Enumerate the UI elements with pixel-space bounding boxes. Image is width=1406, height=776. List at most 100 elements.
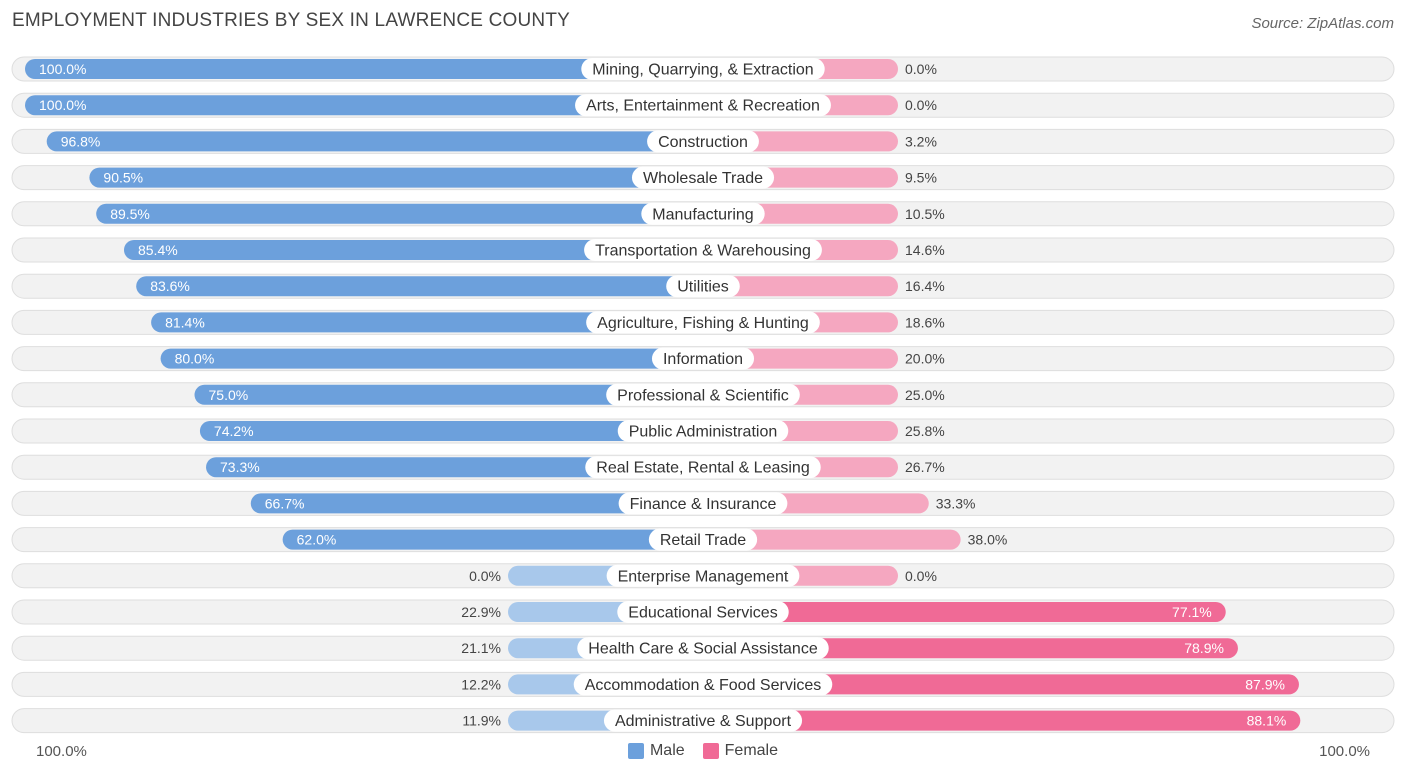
male-bar[interactable]: [25, 95, 703, 116]
category-label-pill: [617, 420, 789, 442]
legend-male-label: Male: [649, 742, 685, 759]
male-bar[interactable]: [160, 348, 704, 369]
category-label-pill: [577, 637, 829, 660]
category-label: Public Administration: [629, 424, 778, 441]
chart-row: Arts, Entertainment & Recreation 100.0% 0.…: [11, 92, 1395, 118]
female-bar[interactable]: [703, 276, 898, 297]
chart-row: Health Care & Social Assistance 21.1% 78.9…: [11, 635, 1395, 661]
male-value-label: 100.0%: [39, 61, 86, 77]
legend-item-male[interactable]: Male: [627, 742, 685, 760]
male-bar[interactable]: [89, 167, 703, 188]
category-label: Transportation & Warehousing: [595, 243, 811, 260]
chart-row: Information 80.0% 20.0%: [11, 346, 1395, 372]
male-bar[interactable]: [96, 203, 703, 224]
legend-item-female[interactable]: Female: [702, 742, 779, 760]
category-label-pill: [573, 673, 833, 696]
category-label-pill: [641, 202, 765, 225]
male-value-label: 22.9%: [461, 604, 501, 620]
female-value-label: 14.6%: [905, 242, 945, 258]
chart-row: Utilities 83.6% 16.4%: [11, 273, 1395, 299]
legend-female-label: Female: [724, 742, 779, 759]
female-value-label: 10.5%: [905, 206, 945, 222]
source-credit: Source: ZipAtlas.com: [1251, 15, 1394, 32]
category-label: Agriculture, Fishing & Hunting: [597, 315, 809, 332]
chart-row: Professional & Scientific 75.0% 25.0%: [11, 382, 1395, 408]
female-value-label: 25.8%: [905, 423, 945, 439]
male-value-label: 89.5%: [110, 206, 150, 222]
category-label-pill: [618, 492, 788, 515]
female-value-label: 78.9%: [1184, 640, 1224, 656]
category-label-pill: [584, 239, 822, 261]
category-label: Retail Trade: [660, 532, 746, 549]
male-value-label: 81.4%: [165, 314, 205, 330]
chart-row: Agriculture, Fishing & Hunting 81.4% 18.6%: [11, 309, 1395, 335]
axis-right-label: 100.0%: [1319, 743, 1370, 760]
male-bar[interactable]: [46, 131, 704, 152]
category-label-pill: [581, 58, 825, 80]
chart-row: Administrative & Support 11.9% 88.1%: [11, 708, 1395, 734]
category-label-pill: [651, 347, 755, 370]
male-bar[interactable]: [194, 384, 704, 405]
category-label-pill: [606, 383, 800, 406]
male-value-label: 85.4%: [138, 242, 178, 258]
male-bar[interactable]: [25, 59, 703, 79]
chart-row: Finance & Insurance 66.7% 33.3%: [11, 490, 1395, 516]
category-label: Mining, Quarrying, & Extraction: [592, 62, 813, 79]
category-label: Information: [663, 351, 743, 368]
legend: Male Female: [0, 742, 1406, 760]
male-bar[interactable]: [136, 276, 703, 297]
category-label: Wholesale Trade: [643, 170, 763, 187]
category-label-pill: [666, 275, 740, 298]
male-value-label: 12.2%: [461, 676, 501, 692]
male-bar[interactable]: [151, 312, 703, 333]
female-bar[interactable]: [703, 674, 1299, 695]
chart-row: Retail Trade 62.0% 38.0%: [11, 527, 1395, 553]
chart-row: Manufacturing 89.5% 10.5%: [11, 201, 1395, 227]
female-value-label: 26.7%: [905, 459, 945, 475]
category-label: Manufacturing: [652, 206, 753, 223]
male-bar[interactable]: [199, 421, 703, 441]
male-bar[interactable]: [282, 529, 703, 550]
category-label: Health Care & Social Assistance: [588, 641, 818, 658]
male-value-label: 0.0%: [469, 568, 501, 584]
male-swatch-icon: [627, 743, 644, 759]
female-bar[interactable]: [703, 638, 1238, 659]
category-label-pill: [648, 528, 758, 551]
category-label: Administrative & Support: [615, 713, 792, 730]
female-value-label: 38.0%: [968, 532, 1008, 548]
female-bar[interactable]: [703, 710, 1301, 731]
female-bar[interactable]: [703, 602, 1226, 622]
male-value-label: 100.0%: [39, 97, 86, 113]
female-value-label: 0.0%: [905, 61, 937, 77]
male-value-label: 66.7%: [265, 495, 305, 511]
chart-row: Public Administration 74.2% 25.8%: [11, 418, 1395, 444]
category-label-pill: [575, 94, 831, 117]
category-label: Utilities: [677, 279, 729, 296]
category-label-pill: [647, 130, 759, 153]
chart-row: Mining, Quarrying, & Extraction 100.0% 0.0…: [11, 56, 1395, 82]
male-bar[interactable]: [206, 457, 703, 478]
male-value-label: 96.8%: [61, 133, 101, 149]
category-label-pill: [606, 564, 800, 587]
category-label-pill: [586, 311, 820, 334]
male-value-label: 21.1%: [461, 640, 501, 656]
chart-row: Educational Services 22.9% 77.1%: [11, 599, 1395, 625]
category-label: Enterprise Management: [618, 568, 789, 585]
female-value-label: 20.0%: [905, 351, 945, 367]
male-value-label: 83.6%: [150, 278, 190, 294]
female-value-label: 9.5%: [905, 170, 937, 186]
male-bar[interactable]: [123, 240, 704, 260]
axis-left-label: 100.0%: [36, 743, 87, 760]
female-value-label: 18.6%: [905, 314, 945, 330]
category-label: Professional & Scientific: [617, 387, 789, 404]
chart-title: Employment Industries by Sex in Lawrence…: [12, 10, 571, 31]
female-bar[interactable]: [703, 529, 961, 550]
male-bar[interactable]: [250, 493, 704, 514]
chart-row: Accommodation & Food Services 12.2% 87.9%: [11, 671, 1395, 697]
female-value-label: 25.0%: [905, 387, 945, 403]
category-label: Construction: [658, 134, 748, 151]
female-value-label: 3.2%: [905, 133, 937, 149]
female-value-label: 0.0%: [905, 568, 937, 584]
category-label-pill: [631, 166, 775, 189]
